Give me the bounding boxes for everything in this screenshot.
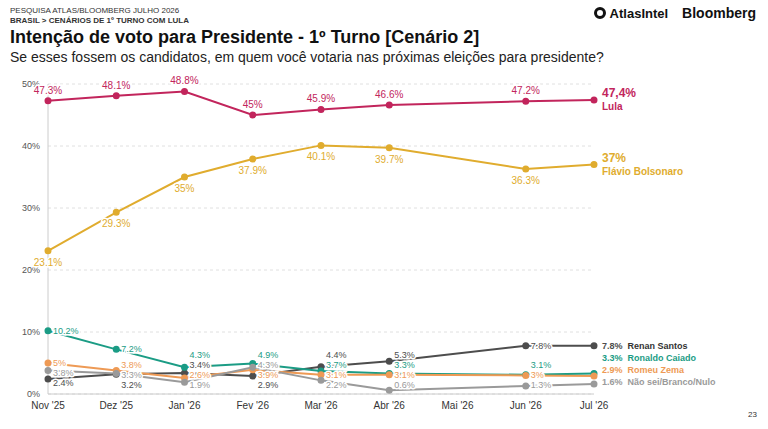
- svg-text:4.9%: 4.9%: [258, 350, 279, 360]
- svg-text:3%: 3%: [531, 370, 544, 380]
- svg-text:37%Flávio Bolsonaro: 37%Flávio Bolsonaro: [602, 151, 683, 177]
- svg-text:48.1%: 48.1%: [102, 80, 130, 91]
- svg-text:2.6%: 2.6%: [190, 370, 211, 380]
- svg-text:5.3%: 5.3%: [394, 350, 415, 360]
- svg-text:1.3%: 1.3%: [531, 380, 552, 390]
- svg-text:4.4%: 4.4%: [326, 350, 347, 360]
- svg-text:10.2%: 10.2%: [53, 326, 79, 336]
- svg-text:45.9%: 45.9%: [307, 93, 335, 104]
- svg-text:Fev '26: Fev '26: [237, 400, 270, 411]
- svg-text:3.1%: 3.1%: [326, 370, 347, 380]
- svg-text:Mai '26: Mai '26: [442, 400, 474, 411]
- svg-text:Jul '26: Jul '26: [580, 400, 609, 411]
- svg-text:7.8%: 7.8%: [531, 341, 552, 351]
- svg-text:3.3%: 3.3%: [121, 370, 142, 380]
- svg-text:2.2%: 2.2%: [326, 380, 347, 390]
- svg-text:Jun '26: Jun '26: [510, 400, 542, 411]
- svg-text:Abr '26: Abr '26: [374, 400, 406, 411]
- svg-text:23.1%: 23.1%: [34, 257, 62, 268]
- svg-text:0%: 0%: [27, 389, 40, 399]
- svg-text:37.9%: 37.9%: [239, 165, 267, 176]
- svg-text:40.1%: 40.1%: [307, 151, 335, 162]
- html-text:Intenção de voto para Presiden: Intenção de voto para Presidente - 1º Tu…: [10, 27, 480, 47]
- svg-text:1.6%Não sei/Branco/Nulo: 1.6%Não sei/Branco/Nulo: [602, 377, 716, 387]
- svg-text:3.7%: 3.7%: [326, 360, 347, 370]
- svg-text:3.2%: 3.2%: [121, 380, 142, 390]
- svg-text:35%: 35%: [174, 183, 194, 194]
- svg-text:Jan '26: Jan '26: [169, 400, 201, 411]
- svg-text:Mar '26: Mar '26: [304, 400, 337, 411]
- svg-text:47.3%: 47.3%: [34, 85, 62, 96]
- svg-text:47,4%Lula: 47,4%Lula: [602, 86, 636, 112]
- svg-text:20%: 20%: [22, 265, 40, 276]
- svg-text:0.6%: 0.6%: [394, 380, 415, 390]
- svg-text:10%: 10%: [22, 327, 40, 337]
- svg-text:3.9%: 3.9%: [258, 370, 279, 380]
- svg-text:Dez '25: Dez '25: [99, 400, 133, 411]
- svg-text:48.8%: 48.8%: [170, 75, 198, 86]
- svg-text:47.2%: 47.2%: [512, 85, 540, 96]
- svg-text:50%: 50%: [22, 79, 40, 90]
- html-text:AtlasIntel: AtlasIntel: [609, 5, 669, 21]
- svg-text:3.3%: 3.3%: [394, 360, 415, 370]
- svg-text:1.9%: 1.9%: [190, 380, 211, 390]
- svg-text:29.3%: 29.3%: [102, 218, 130, 229]
- svg-text:40%: 40%: [22, 141, 40, 151]
- svg-text:3.1%: 3.1%: [394, 370, 415, 380]
- svg-text:7.2%: 7.2%: [121, 344, 142, 354]
- svg-text:4.3%: 4.3%: [190, 350, 211, 360]
- svg-text:7.8%Renan Santos: 7.8%Renan Santos: [602, 341, 688, 351]
- svg-text:45%: 45%: [243, 99, 263, 110]
- svg-text:2.4%: 2.4%: [53, 378, 74, 388]
- svg-text:4.3%: 4.3%: [258, 360, 279, 370]
- html-text:PESQUISA ATLAS/BLOOMBERG JULHO: PESQUISA ATLAS/BLOOMBERG JULHO 2026: [10, 6, 180, 15]
- svg-text:3.4%: 3.4%: [190, 360, 211, 370]
- svg-text:3.3%Ronaldo Caiado: 3.3%Ronaldo Caiado: [602, 353, 697, 363]
- svg-text:39.7%: 39.7%: [375, 154, 403, 165]
- html-text:Bloomberg: Bloomberg: [682, 5, 756, 21]
- svg-text:30%: 30%: [22, 203, 40, 213]
- svg-text:2.9%Romeu Zema: 2.9%Romeu Zema: [602, 365, 685, 375]
- svg-text:3.8%: 3.8%: [121, 360, 142, 370]
- svg-text:3.1%: 3.1%: [531, 360, 552, 370]
- svg-text:2.9%: 2.9%: [258, 380, 279, 390]
- html-text:BRASIL > CENÁRIOS DE 1º TURNO: BRASIL > CENÁRIOS DE 1º TURNO COM LULA: [10, 16, 189, 25]
- html-text:23: 23: [748, 410, 757, 419]
- svg-text:Nov '25: Nov '25: [31, 400, 65, 411]
- svg-text:5%: 5%: [53, 358, 66, 368]
- svg-text:46.6%: 46.6%: [375, 89, 403, 100]
- html-text:Se esses fossem os candidatos,: Se esses fossem os candidatos, em quem v…: [10, 49, 604, 65]
- svg-text:36.3%: 36.3%: [512, 175, 540, 186]
- svg-text:3.8%: 3.8%: [53, 368, 74, 378]
